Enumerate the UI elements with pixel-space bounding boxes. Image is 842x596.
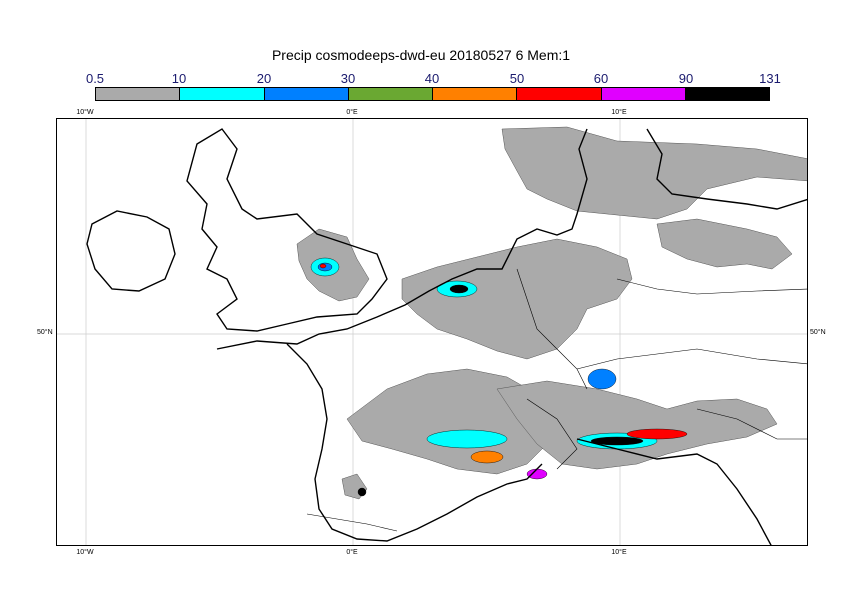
precip-cell — [470, 450, 504, 464]
precip-light-areas — [296, 126, 807, 500]
legend-label: 40 — [424, 71, 440, 86]
colorbar-segment — [348, 88, 433, 100]
coastline-britain — [186, 128, 388, 332]
map-title: Precip cosmodeeps-dwd-eu 20180527 6 Mem:… — [271, 47, 571, 63]
precip-cell — [626, 428, 688, 440]
precip-cell — [587, 368, 617, 390]
colorbar-segment — [96, 88, 181, 100]
colorbar-segment — [180, 88, 265, 100]
precip-area-east — [656, 218, 793, 270]
precip-cell — [449, 284, 469, 294]
lon-tick-label: 0°E — [346, 549, 358, 556]
country-borders — [306, 268, 807, 532]
country-border — [516, 268, 588, 390]
colorbar-segment — [517, 88, 602, 100]
precip-map[interactable] — [56, 118, 808, 546]
lon-tick-label: 10°W — [76, 549, 94, 556]
colorbar-segment — [433, 88, 518, 100]
colorbar-segment — [685, 88, 769, 100]
lon-tick-label: 10°E — [611, 549, 627, 556]
precip-area-north — [501, 126, 807, 220]
precip-cell — [590, 436, 644, 446]
precip-cell — [426, 429, 508, 449]
legend-label: 0.5 — [85, 71, 105, 86]
legend-label: 30 — [340, 71, 356, 86]
lon-tick-label: 0°E — [346, 109, 358, 116]
coastline-france — [216, 128, 588, 350]
coastline-ireland — [86, 210, 176, 292]
precip-heavy-cells — [310, 257, 688, 497]
country-border — [616, 278, 807, 295]
country-border — [576, 348, 807, 370]
country-border — [696, 408, 807, 440]
precip-area-southeast — [496, 380, 778, 470]
lat-tick-label: 50°N — [810, 329, 826, 336]
coastline-scandinavia — [646, 128, 807, 210]
lon-tick-label: 10°E — [611, 109, 627, 116]
precip-area-benelux-germany — [401, 238, 633, 360]
coastline-italy — [576, 438, 772, 545]
colorbar-segment — [601, 88, 686, 100]
legend-label: 50 — [509, 71, 525, 86]
precip-cell — [357, 487, 367, 497]
colorbar-segment — [264, 88, 349, 100]
precip-cell — [526, 468, 548, 480]
lat-tick-label: 50°N — [37, 329, 53, 336]
coastline-biscay — [286, 343, 543, 542]
country-border — [526, 398, 578, 470]
map-canvas — [57, 119, 807, 545]
legend-label: 131 — [759, 71, 781, 86]
legend-label: 90 — [678, 71, 694, 86]
legend-label: 60 — [593, 71, 609, 86]
precip-cell — [319, 263, 327, 269]
colorbar — [95, 87, 770, 101]
coastlines — [86, 128, 807, 545]
legend-label: 20 — [256, 71, 272, 86]
legend-label: 10 — [171, 71, 187, 86]
lon-tick-label: 10°W — [76, 109, 94, 116]
country-border — [306, 513, 398, 532]
